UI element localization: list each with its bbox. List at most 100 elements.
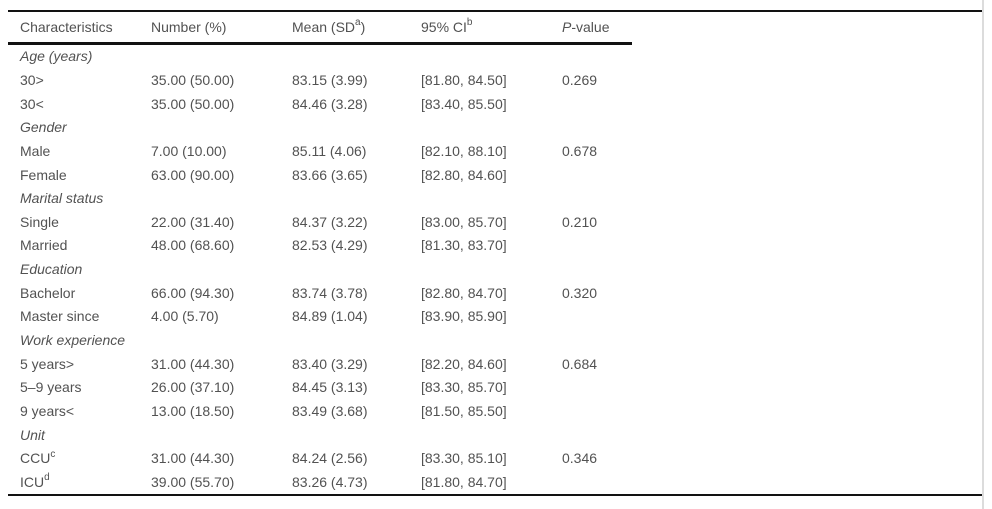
characteristic-label: 9 years< (20, 402, 75, 419)
table-row: 30< 35.00 (50.00) 84.46 (3.28) [83.40, 85.5… (8, 92, 620, 116)
cell-p: 0.678 (562, 142, 598, 159)
cell-mean: 83.74 (3.78) (292, 284, 368, 301)
column-header-number: Number (%) (151, 19, 227, 35)
cell-ci: [81.80, 84.70] (421, 473, 507, 490)
cell-mean: 84.45 (3.13) (292, 379, 368, 396)
cell-number: 66.00 (94.30) (151, 284, 235, 301)
characteristic-label: Married (20, 237, 68, 254)
cell-ci: [82.80, 84.60] (421, 166, 507, 183)
characteristic-label: CCUc (20, 448, 56, 467)
characteristic-label: Work experience (20, 332, 126, 348)
cell-number: 26.00 (37.10) (151, 379, 235, 396)
cell-mean: 84.46 (3.28) (292, 95, 368, 112)
cell-number: 4.00 (5.70) (151, 308, 219, 325)
characteristic-label: Female (20, 166, 67, 183)
characteristic-label: Gender (20, 119, 67, 136)
cell-mean: 82.53 (4.29) (292, 237, 368, 254)
section-row: Age (years) (8, 45, 620, 69)
table-row: Married 48.00 (68.60) 82.53 (4.29) [81.30, … (8, 234, 620, 258)
characteristic-label: Education (20, 261, 83, 278)
column-header-ci: 95% CIb (421, 17, 562, 35)
table-row: 30> 35.00 (50.00) 83.15 (3.99) [81.80, 84.5… (8, 68, 620, 92)
characteristic-label: Male (20, 142, 51, 159)
table-body: Age (years) 30> 35.00 (50.00) 83.15 (3.99) [… (8, 45, 620, 494)
section-row: Unit (8, 423, 620, 447)
section-row: Marital status (8, 186, 620, 210)
characteristic-label: Bachelor (20, 284, 76, 301)
bottom-rule (8, 494, 982, 496)
characteristic-label: Unit (20, 426, 45, 443)
column-header-characteristics: Characteristics (20, 19, 113, 35)
cell-p: 0.210 (562, 213, 598, 230)
cell-mean: 83.15 (3.99) (292, 71, 368, 88)
cell-mean: 83.40 (3.29) (292, 355, 368, 372)
column-header-mean: Mean (SDa) (292, 17, 421, 35)
table-row: 9 years< 13.00 (18.50) 83.49 (3.68) [81.50,… (8, 399, 620, 423)
column-header-mean-text: Mean (SD (292, 19, 356, 35)
cell-p: 0.320 (562, 284, 598, 301)
cell-ci: [82.10, 88.10] (421, 142, 507, 159)
section-row: Work experience (8, 328, 620, 352)
characteristic-label: 5 years> (20, 355, 75, 372)
footnote-marker-d: d (44, 472, 50, 484)
table-row: Bachelor 66.00 (94.30) 83.74 (3.78) [82.80,… (8, 281, 620, 305)
characteristic-label: Age (years) (20, 48, 93, 65)
cell-ci: [83.00, 85.70] (421, 213, 507, 230)
cell-number: 63.00 (90.00) (151, 166, 235, 183)
table-row: Master since 4.00 (5.70) 84.89 (1.04) [83.9… (8, 305, 620, 329)
section-row: Education (8, 257, 620, 281)
header-rule (8, 42, 632, 45)
cell-ci: [81.50, 85.50] (421, 402, 507, 419)
cell-mean: 83.66 (3.65) (292, 166, 368, 183)
cell-ci: [83.40, 85.50] (421, 95, 507, 112)
cell-mean: 84.89 (1.04) (292, 308, 368, 325)
column-header-ci-text: 95% CI (421, 19, 467, 35)
characteristic-label: 30> (20, 71, 44, 88)
cell-number: 7.00 (10.00) (151, 142, 227, 159)
top-rule (8, 10, 982, 12)
cell-ci: [83.30, 85.10] (421, 450, 507, 467)
cell-number: 22.00 (31.40) (151, 213, 235, 230)
characteristic-label: ICUd (20, 472, 50, 490)
table-row: CCUc 31.00 (44.30) 84.24 (2.56) [83.30, 85.… (8, 446, 620, 470)
characteristic-label: 5–9 years (20, 379, 82, 396)
characteristic-label: Marital status (20, 190, 104, 207)
table-header: Characteristics Number (%) Mean (SDa) 95… (8, 12, 632, 42)
column-header-pvalue: P-value (562, 19, 632, 35)
characteristic-label: Master since (20, 308, 100, 325)
table-row: Male 7.00 (10.00) 85.11 (4.06) [82.10, 88.1… (8, 139, 620, 163)
footnote-marker-b: b (466, 17, 473, 29)
cell-ci: [81.30, 83.70] (421, 237, 507, 254)
column-header-pvalue-p: P (562, 19, 572, 35)
table-row: 5–9 years 26.00 (37.10) 84.45 (3.13) [83.30… (8, 375, 620, 399)
cell-mean: 84.24 (2.56) (292, 450, 368, 467)
cell-ci: [81.80, 84.50] (421, 71, 507, 88)
cell-number: 35.00 (50.00) (151, 95, 235, 112)
table-row: Single 22.00 (31.40) 84.37 (3.22) [83.00, 8… (8, 210, 620, 234)
table-row: Female 63.00 (90.00) 83.66 (3.65) [82.80, 8… (8, 163, 620, 187)
cell-number: 39.00 (55.70) (151, 473, 235, 490)
cell-ci: [83.30, 85.70] (421, 379, 507, 396)
characteristic-label: 30< (20, 95, 44, 112)
cell-mean: 83.26 (4.73) (292, 473, 368, 490)
cell-number: 13.00 (18.50) (151, 402, 235, 419)
cell-ci: [83.90, 85.90] (421, 308, 507, 325)
column-header-pvalue-rest: -value (571, 19, 610, 35)
table-row: ICUd 39.00 (55.70) 83.26 (4.73) [81.80, 84.… (8, 470, 620, 494)
cell-p: 0.269 (562, 71, 598, 88)
footnote-marker-a: a (355, 17, 361, 29)
cell-mean: 83.49 (3.68) (292, 402, 368, 419)
cell-number: 35.00 (50.00) (151, 71, 235, 88)
cell-number: 31.00 (44.30) (151, 450, 235, 467)
cell-ci: [82.80, 84.70] (421, 284, 507, 301)
table-row: 5 years> 31.00 (44.30) 83.40 (3.29) [82.20,… (8, 352, 620, 376)
cell-ci: [82.20, 84.60] (421, 355, 507, 372)
section-row: Gender (8, 115, 620, 139)
cell-mean: 85.11 (4.06) (292, 142, 367, 159)
cell-p: 0.684 (562, 355, 598, 372)
cell-number: 31.00 (44.30) (151, 355, 235, 372)
cell-p: 0.346 (562, 450, 598, 467)
cell-number: 48.00 (68.60) (151, 237, 235, 254)
footnote-marker-c: c (50, 448, 56, 460)
